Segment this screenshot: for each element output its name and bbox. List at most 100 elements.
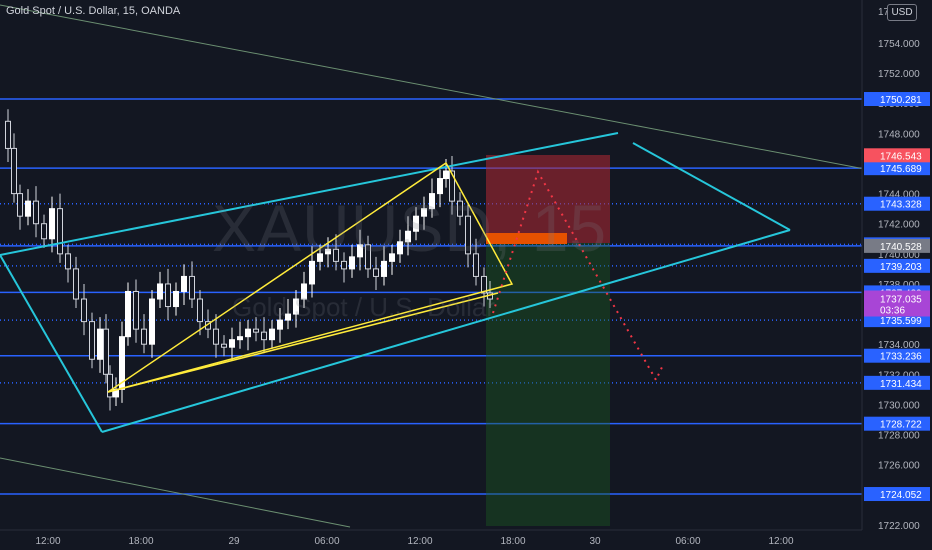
level-price-label: 1745.689 <box>880 164 922 175</box>
candle-body <box>103 328 109 375</box>
time-ticks: 12:00 18:00 29 06:00 12:00 18:00 30 06:00 12:00 <box>35 536 793 547</box>
candle-body <box>301 283 307 300</box>
stop-price-badge-bg <box>864 148 930 163</box>
price-tick: 1730.000 <box>878 400 920 411</box>
candle-body <box>421 208 427 217</box>
candle-body <box>5 120 11 149</box>
price-tick: 1722.000 <box>878 521 920 532</box>
channel-upper[interactable] <box>0 132 619 256</box>
candle-body <box>213 328 219 345</box>
price-tick: 1728.000 <box>878 431 920 442</box>
price-tick: 1742.000 <box>878 220 920 231</box>
candle-body <box>457 200 463 217</box>
price-badges: 1750.2811745.6891737.4391733.2361728.722… <box>864 92 930 502</box>
entry-marker[interactable] <box>486 233 567 244</box>
level-price-label: 1733.236 <box>880 352 922 363</box>
time-tick: 06:00 <box>314 536 339 547</box>
candlesticks <box>5 109 493 411</box>
candle-body <box>41 223 47 240</box>
candle-body <box>237 336 243 341</box>
candle-body <box>429 193 435 210</box>
rising-wedge[interactable] <box>107 161 514 393</box>
time-tick: 12:00 <box>35 536 60 547</box>
price-tick: 1740.000 <box>878 250 920 261</box>
dotted-level-label-bg <box>864 258 930 273</box>
stop-price-badge: 1746.543 <box>880 151 922 162</box>
time-tick: 29 <box>228 536 240 547</box>
price-tick-partial: 17 <box>878 7 890 18</box>
candle-body <box>405 230 411 243</box>
countdown-badge: 03:36 <box>880 305 905 316</box>
candle-body <box>33 200 39 225</box>
candle-body <box>173 290 179 308</box>
forecast-path[interactable] <box>492 169 664 383</box>
channel-right[interactable] <box>632 142 791 231</box>
last-price-badge: 1737.035 <box>880 294 922 305</box>
currency-button[interactable]: USD <box>887 4 917 21</box>
price-tick: 1744.000 <box>878 190 920 201</box>
candle-body <box>389 253 395 262</box>
candle-body <box>333 248 339 262</box>
candle-body <box>229 339 235 348</box>
candle-body <box>17 193 23 217</box>
candle-body <box>97 328 103 360</box>
candle-body <box>277 319 283 330</box>
price-tick: 1734.000 <box>878 340 920 351</box>
lower-trendline[interactable] <box>0 457 351 528</box>
candle-body <box>481 275 487 294</box>
channel-lower[interactable] <box>101 229 791 433</box>
candle-body <box>119 336 125 390</box>
position-zones <box>486 155 610 526</box>
candle-body <box>189 275 195 300</box>
candle-body <box>285 313 291 321</box>
price-tick: 1732.000 <box>878 370 920 381</box>
candle-body <box>149 298 155 345</box>
candle-body <box>253 328 259 333</box>
candle-body <box>197 298 203 323</box>
candle-body <box>443 170 449 180</box>
dotted-level-label: 1731.434 <box>880 379 922 390</box>
candle-body <box>349 256 355 270</box>
candle-body <box>49 208 55 240</box>
dotted-level-label: 1739.203 <box>880 262 922 273</box>
candle-body <box>437 178 443 195</box>
candle-body <box>73 268 79 300</box>
price-axis[interactable]: 171754.0001752.0001750.0001748.0001746.0… <box>861 0 932 532</box>
candle-body <box>413 215 419 232</box>
candle-body <box>245 328 251 338</box>
upper-trendline[interactable] <box>0 4 871 171</box>
candle-body <box>381 260 387 277</box>
trend-lines <box>0 4 871 528</box>
level-price-label-bg <box>864 348 930 363</box>
time-tick: 12:00 <box>407 536 432 547</box>
candle-body <box>25 200 31 217</box>
level-price-label: 1750.281 <box>880 95 922 106</box>
level-price-label-bg <box>864 92 930 107</box>
candle-body <box>89 321 95 360</box>
level-price-label-bg <box>864 161 930 176</box>
take-profit-zone[interactable] <box>486 243 610 526</box>
candle-body <box>325 248 331 255</box>
entry-price-badge: 1740.528 <box>880 242 922 253</box>
time-tick: 18:00 <box>500 536 525 547</box>
candle-body <box>165 283 171 308</box>
candle-body <box>341 260 347 270</box>
entry-price-badge-bg <box>864 238 930 253</box>
dotted-level-label: 1743.328 <box>880 200 922 211</box>
candle-body <box>473 253 479 277</box>
time-axis[interactable]: 12:00 18:00 29 06:00 12:00 18:00 30 06:00 12:00 <box>0 529 932 550</box>
dotted-level-label-bg <box>864 375 930 390</box>
wedge-base[interactable] <box>107 292 499 393</box>
candle-body <box>81 298 87 323</box>
candle-body <box>141 328 147 345</box>
horizontal-levels <box>0 98 862 495</box>
candle-body <box>317 253 323 262</box>
level-price-label-bg <box>864 487 930 502</box>
stop-loss-zone[interactable] <box>486 155 610 243</box>
level-price-label: 1728.722 <box>880 420 922 431</box>
candle-body <box>269 328 275 341</box>
candle-body <box>65 253 71 270</box>
channel-left[interactable] <box>0 254 103 433</box>
price-tick: 1754.000 <box>878 39 920 50</box>
